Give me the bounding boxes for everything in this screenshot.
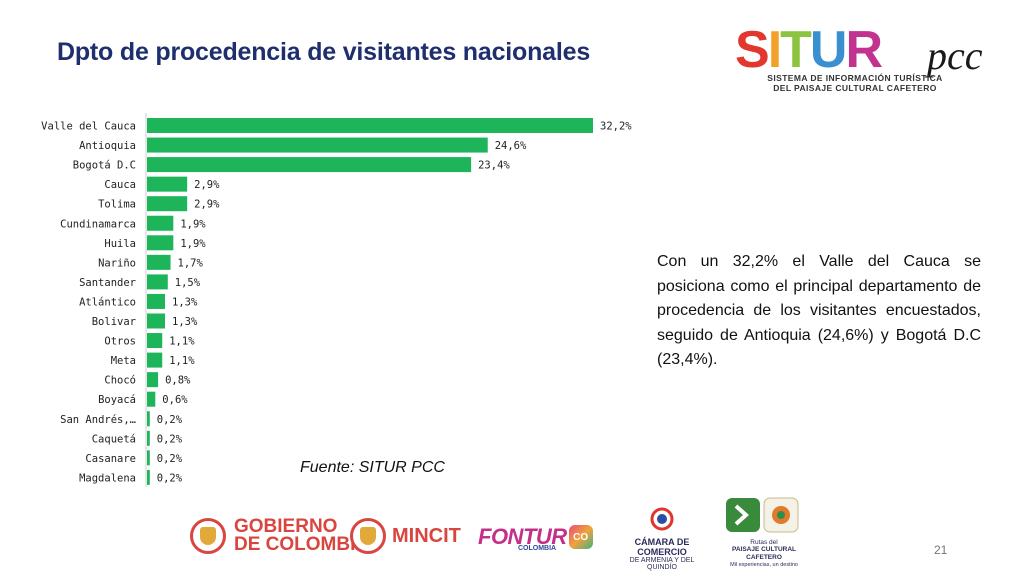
fontur-logo: FONTUR CO COLOMBIA	[478, 520, 598, 554]
category-label: Bolivar	[92, 316, 136, 328]
bar	[147, 469, 150, 485]
data-label: 0,8%	[165, 375, 191, 387]
bar	[147, 430, 150, 446]
camara-line1: CÁMARA DE COMERCIO	[634, 537, 690, 557]
rutas-logo: Rutas del PAISAJE CULTURAL CAFETERO Mil …	[716, 496, 812, 568]
bar	[147, 411, 150, 427]
category-label: San Andrés,…	[60, 414, 136, 426]
mincit-seal-icon	[350, 518, 386, 554]
data-label: 0,2%	[157, 433, 183, 445]
gobierno-logo: GOBIERNO DE COLOMBIA	[190, 516, 370, 555]
category-label: Valle del Cauca	[41, 121, 136, 133]
gobierno-line2: DE COLOMBIA	[234, 534, 370, 555]
logo-letter-u: U	[809, 21, 848, 79]
bar	[147, 235, 174, 251]
data-label: 0,2%	[157, 414, 183, 426]
data-label: 0,2%	[157, 472, 183, 484]
bar	[147, 372, 159, 388]
category-label: Boyacá	[98, 394, 136, 406]
logo-letter-s: S	[735, 21, 770, 79]
bar	[147, 293, 166, 309]
bar	[147, 137, 488, 153]
rutas-line1: Rutas del	[750, 539, 778, 546]
bar	[147, 352, 163, 368]
camara-logo: CÁMARA DE COMERCIO DE ARMENIA Y DEL QUIN…	[614, 506, 710, 571]
camara-line2: DE ARMENIA Y DEL QUINDÍO	[629, 557, 695, 571]
category-label: Nariño	[98, 257, 136, 269]
page-number: 21	[934, 543, 948, 557]
rutas-line2: PAISAJE CULTURAL CAFETERO	[731, 546, 797, 561]
category-label: Atlántico	[79, 296, 136, 308]
category-label: Bogotá D.C	[73, 160, 136, 172]
rutas-line3: Mil experiencias, un destino	[730, 562, 798, 568]
data-label: 1,1%	[169, 355, 195, 367]
data-label: 32,2%	[600, 121, 632, 133]
gobierno-line1: GOBIERNO	[234, 516, 338, 537]
category-label: Casanare	[85, 453, 136, 465]
fontur-text: FONTUR	[478, 524, 567, 549]
data-label: 1,3%	[172, 296, 198, 308]
category-label: Cundinamarca	[60, 218, 136, 230]
data-label: 23,4%	[478, 160, 510, 172]
co-badge-icon: CO	[568, 525, 593, 549]
camara-emblem-icon	[650, 507, 674, 531]
logo-letter-t: T	[780, 21, 812, 79]
data-label: 1,1%	[169, 336, 195, 348]
data-label: 1,9%	[180, 218, 206, 230]
bar	[147, 450, 150, 466]
colombia-seal-icon	[190, 518, 226, 554]
category-label: Meta	[111, 355, 136, 367]
bar	[147, 157, 472, 173]
data-label: 1,5%	[175, 277, 201, 289]
bar	[147, 215, 174, 231]
category-label: Huila	[104, 238, 136, 250]
category-label: Santander	[79, 277, 136, 289]
category-label: Chocó	[104, 375, 136, 387]
category-label: Antioquia	[79, 140, 136, 152]
data-label: 24,6%	[495, 140, 527, 152]
data-label: 1,3%	[172, 316, 198, 328]
logo-letter-r: R	[845, 21, 883, 79]
logo-letter-i: I	[767, 21, 783, 79]
bar	[147, 118, 593, 133]
data-label: 0,2%	[157, 453, 183, 465]
rutas-emblem-icon	[726, 497, 799, 533]
data-label: 0,6%	[162, 394, 188, 406]
source-note: Fuente: SITUR PCC	[300, 459, 445, 476]
logo-subtitle-line2: DEL PAISAJE CULTURAL CAFETERO	[773, 83, 937, 93]
category-label: Cauca	[104, 179, 136, 191]
category-label: Otros	[104, 336, 136, 348]
logo-pcc: pcc	[927, 33, 983, 78]
bar	[147, 313, 166, 329]
bar	[147, 176, 188, 192]
bar	[147, 333, 163, 349]
mincit-logo: MINCIT	[350, 518, 461, 554]
situr-wordmark: SITUR	[735, 20, 883, 80]
data-label: 1,7%	[178, 257, 204, 269]
data-label: 1,9%	[180, 238, 206, 250]
fontur-sub: COLOMBIA	[518, 545, 557, 552]
data-label: 2,9%	[194, 199, 220, 211]
bar	[147, 254, 171, 270]
mincit-text: MINCIT	[392, 524, 461, 547]
data-label: 2,9%	[194, 179, 220, 191]
logo-subtitle: SISTEMA DE INFORMACIÓN TURÍSTICA DEL PAI…	[740, 73, 970, 93]
page-title: Dpto de procedencia de visitantes nacion…	[57, 38, 591, 66]
situr-pcc-logo: SITUR pcc SISTEMA DE INFORMACIÓN TURÍSTI…	[735, 20, 1005, 100]
category-label: Tolima	[98, 199, 136, 211]
category-label: Magdalena	[79, 472, 136, 484]
chart-description: Con un 32,2% el Valle del Cauca se posic…	[657, 253, 981, 369]
bar	[147, 196, 188, 212]
bar	[147, 391, 156, 407]
bar	[147, 274, 168, 290]
logo-subtitle-line1: SISTEMA DE INFORMACIÓN TURÍSTICA	[767, 73, 943, 83]
category-label: Caquetá	[92, 433, 136, 445]
